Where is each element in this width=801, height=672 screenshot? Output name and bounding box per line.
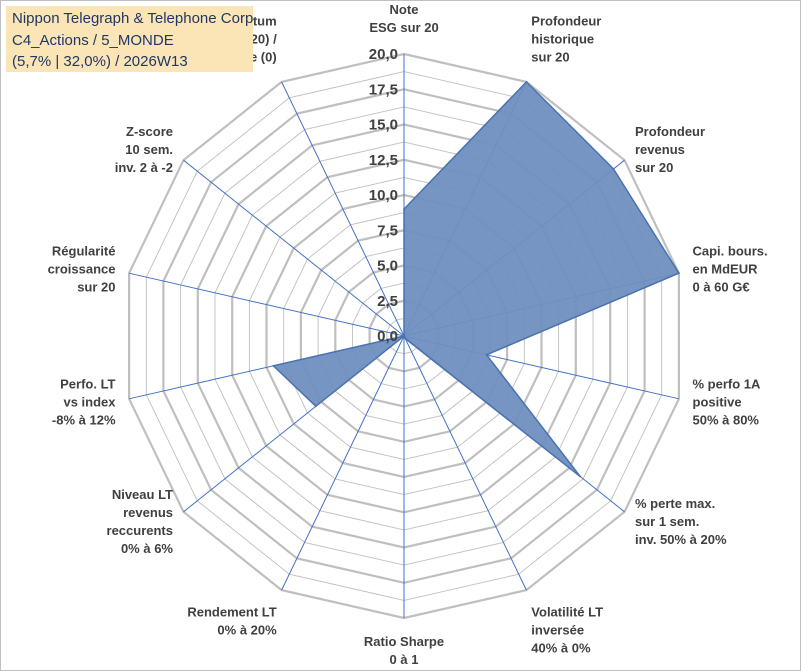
data-point xyxy=(403,335,405,337)
axis-label: Profondeur historique sur 20 xyxy=(531,14,601,65)
data-point xyxy=(485,354,488,356)
data-point xyxy=(678,272,680,275)
radial-tick-label: 7,5 xyxy=(377,222,398,239)
axis-spoke xyxy=(128,272,405,337)
data-point xyxy=(315,405,317,408)
data-point xyxy=(404,337,407,340)
axis-label: Rendement LT 0% à 20% xyxy=(187,605,277,638)
data-point xyxy=(272,365,275,367)
data-point xyxy=(579,475,582,478)
axis-label: % perfo 1A positive 50% à 80% xyxy=(693,376,762,427)
axis-label: Régularité croissance sur 20 xyxy=(48,244,116,295)
axis-label: Volatilité LT inversée 40% à 0% xyxy=(531,605,603,656)
axis-spoke xyxy=(281,335,405,591)
radial-tick-label: 2,5 xyxy=(377,293,398,310)
radial-tick-label: 12,5 xyxy=(369,152,398,169)
data-series xyxy=(271,80,681,478)
series-area xyxy=(271,80,681,478)
title-line-period: (5,7% | 32,0%) / 2026W13 xyxy=(12,53,188,70)
axis-spoke xyxy=(403,335,527,591)
axis-spoke xyxy=(281,81,405,337)
axis-label: Z-score 10 sem. inv. 2 à -2 xyxy=(115,124,173,175)
axis-label: Perfo. LT vs index -8% à 12% xyxy=(52,376,116,427)
radial-tick-labels: 0,0 2,5 5,0 7,5 10,0 12,5 15,0 17,5 20,0 xyxy=(369,46,398,345)
radial-tick-label: 10,0 xyxy=(369,187,398,204)
chart-title-box: Nippon Telegraph & Telephone Corp C4_Act… xyxy=(6,6,253,72)
data-point xyxy=(403,208,405,210)
axis-label: Niveau LT revenus reccurents 0% à 6% xyxy=(107,487,174,556)
radial-tick-label: 5,0 xyxy=(377,258,398,275)
radial-tick-label: 0,0 xyxy=(377,328,398,345)
axis-label: Capi. bours. en MdEUR 0 à 60 G€ xyxy=(693,244,768,295)
axis-label: Profondeur revenus sur 20 xyxy=(635,124,705,175)
radial-tick-label: 20,0 xyxy=(369,46,398,63)
radial-tick-label: 15,0 xyxy=(369,117,398,134)
data-point xyxy=(525,81,528,83)
axis-label: Note ESG sur 20 xyxy=(369,2,438,35)
axis-label: % perte max. sur 1 sem. inv. 50% à 20% xyxy=(635,496,727,547)
radial-tick-label: 17,5 xyxy=(369,81,398,98)
data-point xyxy=(612,168,615,170)
title-line-category: C4_Actions / 5_MONDE xyxy=(12,32,174,49)
title-line-company: Nippon Telegraph & Telephone Corp xyxy=(12,10,254,27)
axis-label: Ratio Sharpe 0 à 1 xyxy=(364,634,444,667)
axis-spoke xyxy=(183,159,405,337)
